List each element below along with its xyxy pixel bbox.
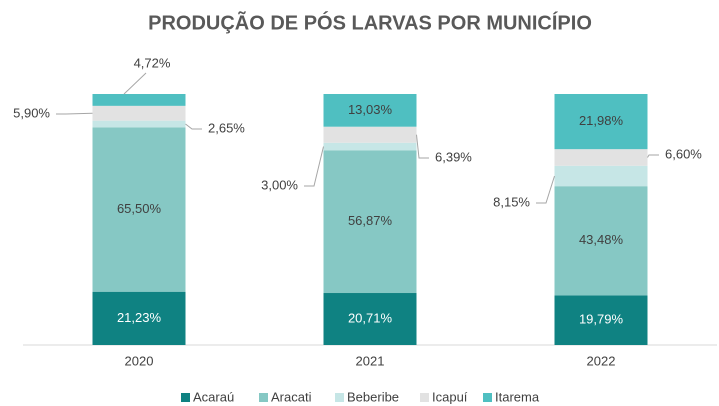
data-label: 5,90% (13, 105, 50, 120)
leader-line (185, 123, 202, 130)
data-label: 19,79% (579, 312, 624, 327)
bar-segment (554, 295, 648, 345)
data-label: 21,23% (117, 310, 162, 325)
data-label: 43,48% (579, 232, 624, 247)
bar-segment (554, 165, 648, 187)
bar-segment (92, 291, 186, 345)
leader-line (647, 154, 659, 158)
legend-swatch (181, 393, 190, 402)
legend-label: Aracati (271, 389, 312, 404)
bar-segment (92, 127, 186, 292)
data-label: 65,50% (117, 201, 162, 216)
bar-segment (323, 126, 417, 143)
legend-label: Beberibe (347, 389, 399, 404)
data-label: 3,00% (261, 177, 298, 192)
bar-segment (554, 94, 648, 150)
leader-line (304, 146, 324, 187)
chart-title: PRODUÇÃO DE PÓS LARVAS POR MUNICÍPIO (148, 10, 592, 34)
data-label: 6,39% (435, 149, 472, 164)
data-label: 56,87% (348, 213, 393, 228)
legend-swatch (420, 393, 429, 402)
x-tick-label: 2022 (587, 353, 616, 368)
bar-segment (554, 186, 648, 296)
x-tick-label: 2021 (356, 353, 385, 368)
legend-label: Acaraú (193, 389, 234, 404)
data-label: 13,03% (348, 102, 393, 117)
data-label: 8,15% (493, 194, 530, 209)
data-label: 4,72% (134, 55, 171, 70)
legend-label: Itarema (495, 389, 540, 404)
legend-swatch (483, 393, 492, 402)
bar-segment (323, 142, 417, 151)
x-tick-label: 2020 (125, 353, 154, 368)
leader-line (536, 175, 555, 204)
data-label: 2,65% (208, 120, 245, 135)
bar-segment (323, 150, 417, 294)
bar-segment (92, 120, 186, 128)
bar-segment (554, 149, 648, 166)
legend-swatch (335, 393, 344, 402)
bar-segment (323, 293, 417, 345)
legend-swatch (259, 393, 268, 402)
leader-line (123, 72, 147, 95)
bar-segment (92, 94, 186, 106)
bar-segment (323, 94, 417, 127)
data-label: 6,60% (665, 146, 702, 161)
leader-line (416, 134, 429, 159)
legend-label: Icapuí (432, 389, 468, 404)
leader-line (56, 112, 93, 115)
bar-segment (92, 105, 186, 121)
data-label: 21,98% (579, 113, 624, 128)
data-label: 20,71% (348, 310, 393, 325)
